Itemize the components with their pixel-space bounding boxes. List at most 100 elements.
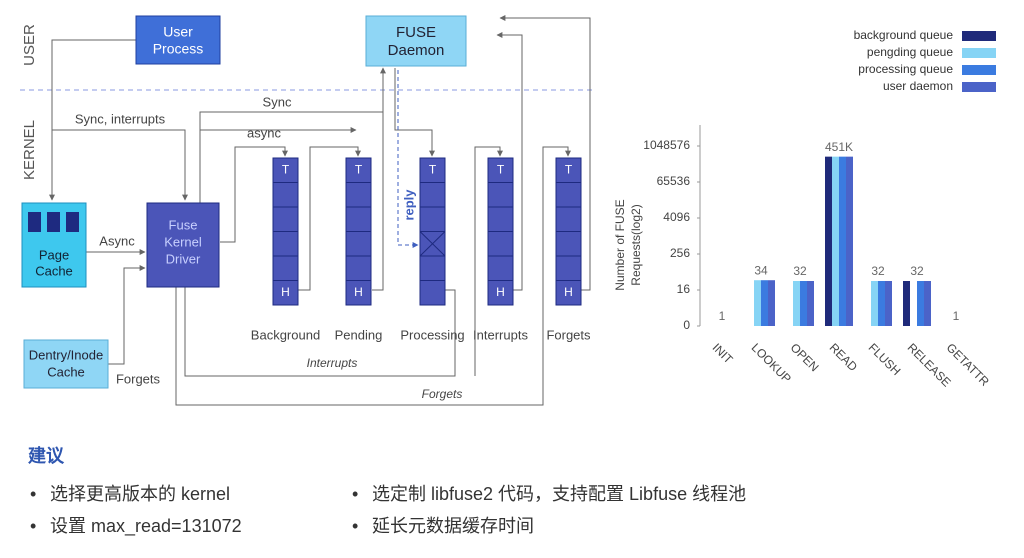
- bar: [878, 281, 885, 326]
- edge-label: Forgets: [116, 371, 161, 386]
- edge-label: reply: [401, 189, 416, 221]
- queue-label: Pending: [335, 327, 383, 342]
- queue-cell: [555, 206, 582, 232]
- edge: [220, 146, 288, 243]
- bar: [832, 156, 839, 326]
- bullet: 选定制 libfuse2 代码，支持配置 Libfuse 线程池: [372, 484, 746, 504]
- queue-cell: [419, 157, 446, 183]
- x-tick-label: INIT: [710, 340, 736, 366]
- bar: [768, 280, 775, 326]
- legend-swatch: [962, 48, 996, 58]
- bar: [903, 281, 910, 326]
- legend-label: background queue: [854, 28, 954, 42]
- icon: [66, 212, 79, 232]
- bar: [924, 281, 931, 326]
- edge-label: Sync, interrupts: [75, 111, 166, 126]
- y-tick-label: 4096: [663, 210, 690, 224]
- recommendations: 建议 • 选择更高版本的 kernel • 设置 max_read=131072…: [28, 445, 746, 537]
- queue-cell: [272, 280, 299, 306]
- node-label: FUSE: [396, 24, 436, 41]
- value-label: 32: [910, 264, 924, 278]
- y-axis-label: Number of FUSE: [613, 199, 627, 290]
- queue-tail: H: [496, 285, 505, 299]
- bar: [800, 281, 807, 326]
- value-label: 32: [793, 264, 807, 278]
- legend-label: pengding queue: [867, 45, 953, 59]
- y-axis-label: Requests(log2): [629, 204, 643, 285]
- edge-label: Async: [99, 233, 135, 248]
- bar: [885, 281, 892, 326]
- queue-label: Forgets: [546, 327, 591, 342]
- edge-label: async: [247, 125, 281, 140]
- queue-cell: [345, 182, 372, 208]
- reply-edge: [397, 70, 419, 248]
- legend-label: processing queue: [858, 62, 953, 76]
- node-label: Cache: [35, 263, 73, 278]
- heading: 建议: [28, 445, 65, 466]
- queue-head: T: [497, 162, 505, 176]
- bar: [793, 281, 800, 326]
- y-tick-label: 0: [683, 318, 690, 332]
- queue-label: Processing: [400, 327, 464, 342]
- queue-cell: [345, 280, 372, 306]
- node-label: Page: [39, 247, 69, 262]
- edge: [474, 146, 503, 376]
- x-tick-label: LOOKUP: [749, 340, 794, 385]
- queue-cell: [555, 280, 582, 306]
- y-tick-label: 256: [670, 246, 690, 260]
- bar: [917, 281, 924, 326]
- zone-label: USER: [21, 24, 38, 66]
- edge-label: Sync: [263, 94, 292, 109]
- edge: [175, 146, 571, 406]
- queues: T H Background T H Pending T Processing T H Interr…: [251, 157, 591, 342]
- queue-tail: H: [354, 285, 363, 299]
- cross: [419, 231, 446, 257]
- queue-cell: [419, 182, 446, 208]
- queue-cell: [555, 255, 582, 281]
- bullet: 设置 max_read=131072: [50, 516, 242, 537]
- value-label: 32: [871, 264, 885, 278]
- y-tick-label: 1048576: [643, 138, 690, 152]
- y-tick-label: 16: [677, 282, 691, 296]
- queue-cell: [272, 255, 299, 281]
- edge: [496, 32, 523, 291]
- node-label: Dentry/Inode: [29, 347, 103, 362]
- bullet-dot: •: [30, 484, 36, 504]
- zone-label: KERNEL: [21, 120, 38, 180]
- edge: [199, 67, 386, 203]
- node-label: Process: [153, 41, 204, 57]
- queue-cell: [487, 206, 514, 232]
- queue-label: Interrupts: [473, 327, 528, 342]
- queue-head: T: [429, 162, 437, 176]
- queue-head: T: [355, 162, 363, 176]
- queue-cell: [345, 255, 372, 281]
- queue-cell: [555, 231, 582, 257]
- node-box: [135, 15, 221, 65]
- queue-cell: [345, 231, 372, 257]
- node-box: [146, 202, 220, 288]
- chart: Number of FUSE Requests(log2) 0 16 256 4096…: [613, 28, 996, 390]
- legend-swatch: [962, 65, 996, 75]
- node-label: Kernel: [164, 234, 202, 249]
- edge: [184, 287, 456, 377]
- queue-cell: [419, 280, 446, 306]
- queue-tail: H: [281, 285, 290, 299]
- edge: [298, 146, 361, 291]
- queue-cell: [487, 157, 514, 183]
- edge: [372, 112, 384, 291]
- bullet: 延长元数据缓存时间: [372, 516, 534, 536]
- queue-cell: [272, 231, 299, 257]
- bullet-dot: •: [352, 516, 358, 536]
- queue-cell: [487, 231, 514, 257]
- node-label: User: [163, 24, 193, 40]
- queue-cell: [345, 206, 372, 232]
- icon: [28, 212, 41, 232]
- bullet-dot: •: [30, 516, 36, 536]
- x-tick-label: OPEN: [788, 340, 822, 374]
- bullet: 选择更高版本的 kernel: [50, 484, 230, 504]
- x-tick-label: READ: [827, 340, 861, 374]
- diagram: USER KERNEL User Process FUSE Daemon Pag…: [20, 15, 595, 406]
- bar: [807, 281, 814, 326]
- queue-tail: H: [564, 285, 573, 299]
